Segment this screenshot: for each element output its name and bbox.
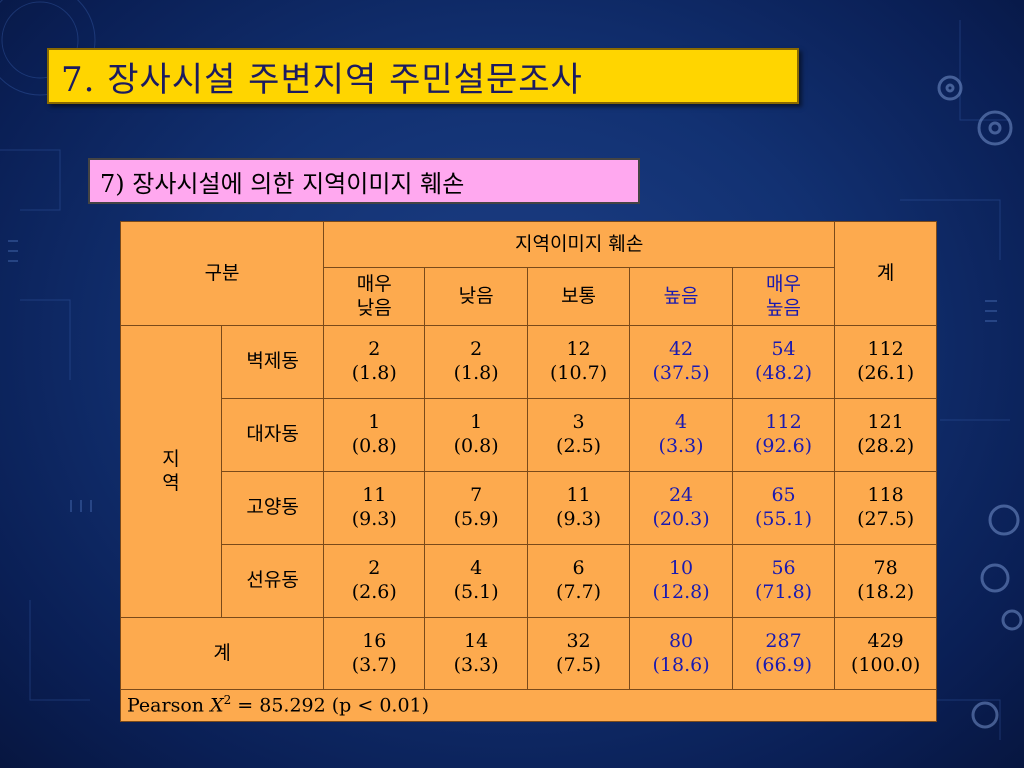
total-row-label: 계 bbox=[119, 617, 325, 690]
cell: 10 (12.8) bbox=[629, 544, 733, 618]
cell: 56 (71.8) bbox=[731, 544, 836, 618]
cell: 1 (0.8) bbox=[323, 398, 426, 472]
cell-total: 78 (18.2) bbox=[834, 544, 937, 618]
col-header-very-low: 매우 낮음 bbox=[323, 267, 426, 326]
cell: 4 (5.1) bbox=[424, 544, 528, 618]
cell: 42 (37.5) bbox=[629, 325, 733, 399]
cell: 2 (1.8) bbox=[424, 325, 528, 399]
cell: 2 (2.6) bbox=[323, 544, 426, 618]
col-header-very-high: 매우 높음 bbox=[731, 267, 836, 326]
cell: 65 (55.1) bbox=[731, 471, 836, 545]
cell: 6 (7.7) bbox=[526, 544, 631, 618]
cell: 7 (5.9) bbox=[424, 471, 528, 545]
table-row: 선유동 2 (2.6) 4 (5.1) 6 (7.7) 10 (12.8) 56 (71.… bbox=[121, 544, 937, 618]
total-header: 계 bbox=[834, 221, 937, 326]
cell: 112 (92.6) bbox=[731, 398, 836, 472]
cell: 54 (48.2) bbox=[731, 325, 836, 399]
cell: 16 (3.7) bbox=[323, 617, 426, 690]
row-label: 고양동 bbox=[221, 471, 325, 545]
cell-total: 118 (27.5) bbox=[834, 471, 937, 545]
cell: 11 (9.3) bbox=[323, 471, 426, 545]
col-header-high: 높음 bbox=[629, 267, 733, 326]
cell: 80 (18.6) bbox=[629, 617, 733, 690]
cell: 32 (7.5) bbox=[526, 617, 631, 690]
cell: 287 (66.9) bbox=[731, 617, 836, 690]
cell: 3 (2.5) bbox=[526, 398, 631, 472]
cell-total: 429 (100.0) bbox=[834, 617, 937, 690]
cell-total: 121 (28.2) bbox=[834, 398, 937, 472]
row-label: 선유동 bbox=[221, 544, 325, 618]
cell: 1 (0.8) bbox=[424, 398, 528, 472]
slide-subtitle: 7) 장사시설에 의한 지역이미지 훼손 bbox=[88, 158, 640, 204]
cell: 11 (9.3) bbox=[526, 471, 631, 545]
cell: 14 (3.3) bbox=[424, 617, 528, 690]
col-header-low: 낮음 bbox=[424, 267, 528, 326]
cell: 4 (3.3) bbox=[629, 398, 733, 472]
slide-title: 7. 장사시설 주변지역 주민설문조사 bbox=[47, 48, 799, 104]
col-header-normal: 보통 bbox=[526, 267, 631, 326]
row-label: 벽제동 bbox=[221, 325, 325, 399]
image-header: 지역이미지 훼손 bbox=[323, 221, 836, 268]
table-row: 대자동 1 (0.8) 1 (0.8) 3 (2.5) 4 (3.3) 112 (92.6… bbox=[121, 398, 937, 472]
row-label: 대자동 bbox=[221, 398, 325, 472]
table-row-total: 계 16 (3.7) 14 (3.3) 32 (7.5) 80 (18.6) 287 (6… bbox=[119, 617, 937, 690]
group-header: 구분 bbox=[119, 221, 325, 326]
pearson-footnote: Pearson X2 = 85.292 (p < 0.01) bbox=[120, 689, 937, 722]
table-row: 고양동 11 (9.3) 7 (5.9) 11 (9.3) 24 (20.3) 65 (5… bbox=[121, 471, 937, 545]
cell: 2 (1.8) bbox=[323, 325, 426, 399]
cell-total: 112 (26.1) bbox=[834, 325, 937, 399]
cell: 12 (10.7) bbox=[526, 325, 631, 399]
cell: 24 (20.3) bbox=[629, 471, 733, 545]
